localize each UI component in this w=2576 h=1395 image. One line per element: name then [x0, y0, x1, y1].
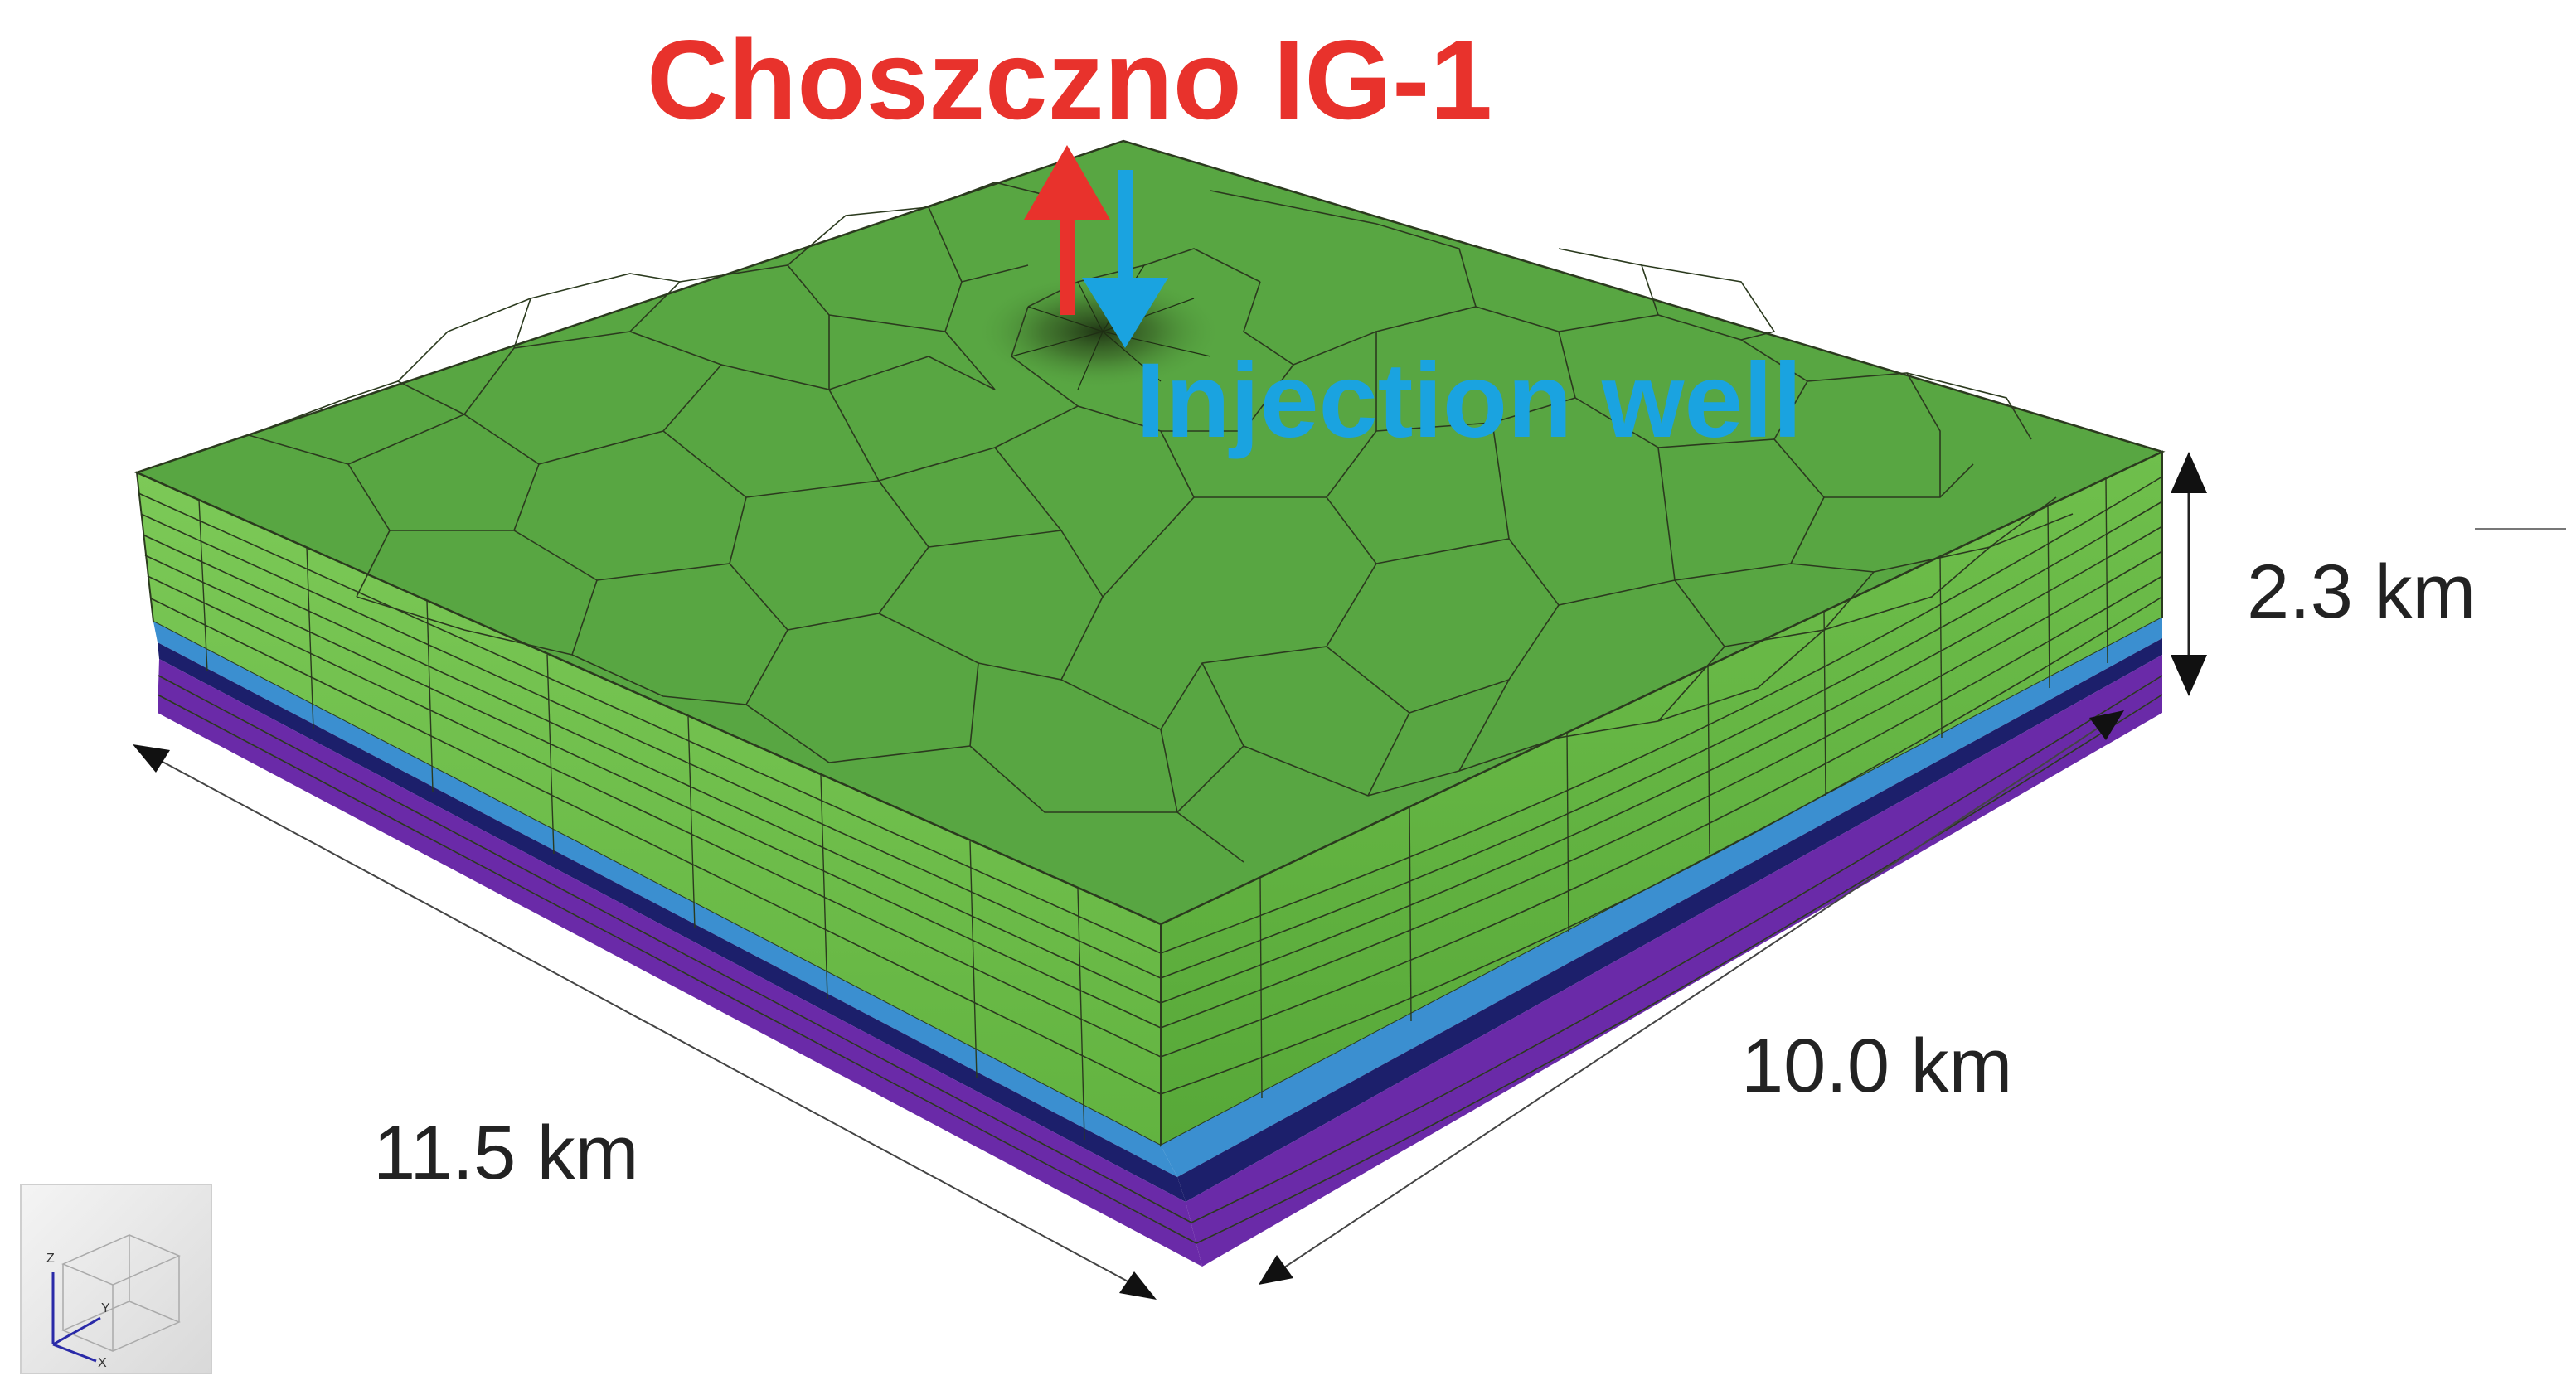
right-face-dark-layer — [1177, 638, 2162, 1202]
injection-well-label: Injection well — [1136, 341, 1802, 460]
left-face-column-lines — [198, 499, 1085, 1141]
up-arrow-icon — [1024, 145, 1110, 315]
down-arrow-icon — [1082, 170, 1168, 348]
height-dimension-line — [2171, 452, 2566, 696]
height-dimension-label: 2.3 km — [2247, 550, 2477, 634]
z-axis-label: Z — [46, 1252, 55, 1266]
top-surface — [133, 139, 2166, 926]
well-arrows — [1024, 145, 1168, 348]
left-face-layer-lines — [138, 492, 1197, 1244]
axis-triad-icon — [51, 1234, 181, 1363]
y-axis-label: Y — [101, 1301, 110, 1315]
width-dimension-label: 11.5 km — [373, 1111, 639, 1195]
left-face-dark-layer — [158, 642, 1186, 1202]
x-axis-label: X — [98, 1356, 107, 1370]
well-name-label: Choszczno IG-1 — [647, 17, 1493, 143]
right-side-face — [1160, 450, 2163, 1267]
right-face-column-lines — [1259, 478, 2108, 1099]
left-side-face — [135, 471, 1202, 1267]
left-face-purple-layer — [158, 659, 1202, 1267]
width-dimension-line — [133, 744, 1157, 1300]
right-face-layer-lines — [1160, 476, 2163, 1244]
axis-triad-widget: Z Y X — [20, 1184, 212, 1374]
depth-dimension-label: 10.0 km — [1741, 1024, 2013, 1108]
depth-dimension-line — [1259, 710, 2124, 1285]
right-face-blue-layer — [1161, 618, 2162, 1177]
left-face-blue-layer — [153, 622, 1177, 1177]
right-face-purple-layer — [1186, 655, 2162, 1267]
top-surface-cell-lines — [248, 182, 2074, 863]
